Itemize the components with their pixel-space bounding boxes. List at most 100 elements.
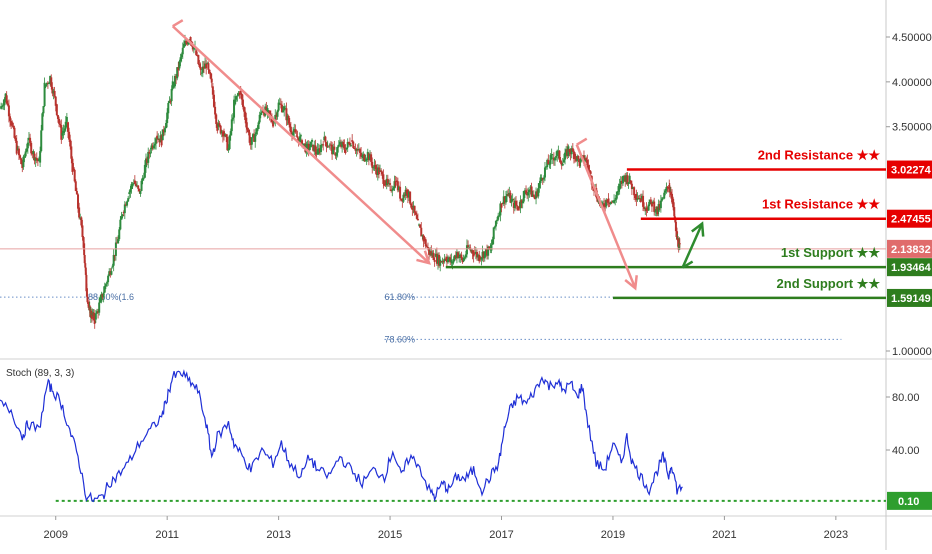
candle-body [481,251,484,258]
support-resistance-levels: 2nd Resistance ★★ 3.02274 1st Resistance ★… [0,148,932,307]
candle-body [29,137,32,143]
candle-body [551,157,554,159]
candle-body [477,254,480,258]
candle-body [146,158,149,163]
candle-body [113,254,116,256]
candle-body [4,93,7,99]
candle-body [63,128,66,131]
candle-body [87,302,90,304]
candle-body [58,118,61,124]
candle-body [526,193,529,196]
candle-body [238,92,241,95]
candle-body [471,250,474,254]
price-tag [887,209,932,228]
candle-body [112,254,115,266]
candle-body [143,164,146,178]
candle-body [530,186,533,197]
candle-body [528,189,531,193]
candle-body [531,194,534,197]
candle-body [657,203,660,212]
candle-body [337,144,340,147]
candle-body [576,155,579,161]
candle-body [237,92,240,96]
candle-body [348,142,351,146]
candle-body [210,78,213,83]
candle-body [478,254,481,262]
candle-body [138,188,141,192]
candle-body [148,151,151,154]
candle-body [618,183,621,190]
candle-body [136,185,139,187]
candle-body [84,267,87,275]
candle-body [364,160,367,162]
candle-body [165,123,168,129]
candle-body [55,104,58,116]
candle-body [48,83,51,85]
candle-body [85,288,88,297]
candle-body [163,128,166,133]
candle-body [493,226,496,228]
candle-body [6,103,9,106]
candle-body [671,194,674,198]
candle-body [204,63,207,69]
axes: 2009 2011 2013 2015 2017 2019 2021 2023 4.50000 4… [43,32,931,541]
candle-body [616,191,619,195]
candle-body [395,180,398,182]
candle-body [167,103,170,114]
candle-body [328,144,331,146]
candle-body [463,257,466,259]
price-tag-label: 2.47455 [891,214,931,226]
candle-body [244,111,247,120]
candle-body [644,208,647,210]
candle-body [66,122,69,132]
candle-body [292,132,295,136]
candle-body [36,159,39,162]
candle-body [454,255,457,259]
candle-body [284,108,287,110]
candle-body [672,198,675,208]
candle-body [80,217,83,226]
candle-body [294,129,297,133]
candle-body [355,148,358,151]
candle-body [75,191,78,195]
candle-body [297,137,300,143]
candle-body [603,203,606,207]
candle-body [231,117,234,120]
candle-body [586,160,589,166]
candle-body [511,198,514,200]
candle-body [600,202,603,204]
candle-body [312,144,315,151]
candle-body [421,235,424,237]
candle-body [403,194,406,196]
candle-body [27,137,30,141]
candle-body [95,311,98,314]
candle-body [246,127,249,130]
candle-body [425,246,428,248]
candle-body [649,199,652,202]
candle-body [462,258,465,262]
candle-body [512,202,515,208]
candle-body [336,146,339,153]
candle-body [82,237,85,248]
candle-body [523,190,526,194]
fib-label: 88.60%(1.6 [88,292,134,302]
candle-body [560,162,563,166]
candle-body [236,95,239,97]
candle-body [545,166,548,168]
candle-body [60,125,63,140]
candle-body [379,170,382,172]
candle-body [178,61,181,69]
candle-body [263,112,266,116]
candle-body [629,180,632,184]
candle-body [15,140,18,154]
candle-body [41,113,44,131]
candle-body [635,194,638,200]
candle-body [13,127,16,138]
candle-body [205,63,208,69]
candle-body [396,181,399,191]
candle-body [500,203,503,208]
candle-body [441,260,444,263]
candle-body [433,260,436,262]
